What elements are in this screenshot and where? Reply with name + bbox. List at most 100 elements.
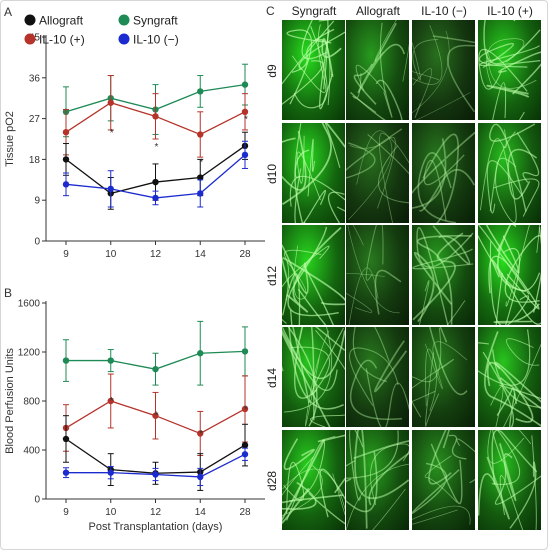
y-tick-label: 9 (34, 196, 40, 207)
micrograph-image (282, 327, 345, 427)
vessel-stroke (282, 468, 345, 516)
vessel-stroke (294, 123, 341, 178)
y-tick-label: 0 (34, 495, 40, 506)
vessel-stroke (483, 331, 541, 427)
vessel-stroke (430, 443, 463, 505)
vessel-stroke (282, 130, 307, 191)
micrograph-image (346, 327, 409, 427)
vessel-pattern (282, 226, 345, 325)
vessel-stroke (352, 327, 390, 383)
vessel-stroke (493, 303, 540, 324)
vessel-stroke (505, 338, 540, 366)
vessel-stroke (428, 430, 452, 485)
vessel-stroke (424, 455, 458, 503)
vessel-stroke (350, 79, 403, 120)
micrograph-image (282, 123, 345, 223)
micrograph-image (282, 430, 345, 530)
vessel-stroke (378, 132, 409, 223)
vessel-stroke (286, 226, 342, 313)
y-tick-label: 27 (29, 114, 41, 125)
data-point (62, 129, 70, 136)
legend-label-allograft: Allograft (39, 14, 84, 28)
vessel-stroke (291, 24, 327, 93)
vessel-pattern (282, 123, 345, 223)
vessel-stroke (487, 430, 532, 464)
vessel-stroke (286, 440, 326, 521)
y-tick-label: 1600 (18, 299, 41, 310)
vessel-stroke (379, 22, 393, 118)
chart-blood-perfusion: B 0 400 800 1200 1600 9 10 12 14 28 Blood Perfusion… (4, 286, 265, 533)
x-tick-label: 28 (239, 249, 251, 260)
panel-letter-c: C (266, 4, 275, 18)
vessel-stroke (353, 440, 409, 506)
column-header: IL-10 (−) (421, 4, 467, 18)
x-tick-label: 14 (195, 249, 207, 260)
vessel-stroke (282, 20, 335, 105)
vessel-stroke (282, 123, 345, 206)
vessel-stroke (424, 341, 468, 390)
vessel-pattern (412, 430, 475, 525)
vessel-stroke (353, 63, 377, 105)
significance-marker: * (155, 142, 159, 153)
significance-marker: * (110, 396, 114, 407)
micrograph-image (412, 123, 475, 223)
vessel-stroke (346, 451, 378, 513)
vessel-stroke (282, 256, 345, 306)
vessel-stroke (288, 327, 344, 410)
micrograph-image (412, 430, 475, 530)
vessel-stroke (349, 347, 399, 407)
legend-label-il10_pos: IL-10 (+) (39, 33, 85, 47)
vessel-stroke (495, 131, 517, 223)
data-point (107, 99, 114, 106)
x-tick-label: 10 (105, 249, 117, 260)
significance-marker: * (199, 158, 203, 169)
vessel-stroke (516, 132, 540, 183)
vessel-stroke (298, 20, 345, 71)
column-header: Syngraft (291, 4, 337, 18)
vessel-stroke (347, 225, 400, 314)
vessel-stroke (365, 225, 384, 281)
y-tick-label: 800 (23, 397, 40, 408)
micrograph-image (346, 225, 409, 325)
vessel-stroke (289, 175, 345, 212)
micrograph-image (412, 327, 475, 427)
vessel-pattern (346, 225, 402, 325)
vessel-stroke (346, 463, 409, 530)
vessel-stroke (286, 29, 332, 105)
vessel-stroke (491, 227, 541, 325)
micrograph-image (346, 20, 409, 120)
vessel-stroke (367, 134, 409, 204)
x-tick-label: 14 (195, 507, 207, 518)
vessel-stroke (412, 131, 475, 209)
legend-marker-allograft (24, 14, 36, 26)
data-point (152, 113, 159, 120)
vessel-pattern (478, 329, 541, 427)
data-point (241, 108, 249, 116)
chart-tissue-po2: A0918273645910121428Tissue pO2****Allogr… (4, 5, 265, 260)
x-tick-label: 10 (105, 507, 117, 518)
vessel-stroke (412, 505, 471, 525)
vessel-stroke (432, 225, 471, 265)
vessel-stroke (282, 244, 309, 294)
vessel-stroke (412, 248, 474, 270)
vessel-stroke (493, 178, 540, 217)
micrograph-image (282, 225, 345, 325)
vessel-stroke (294, 149, 310, 223)
vessel-stroke (374, 20, 409, 82)
significance-marker: * (110, 128, 114, 139)
micrograph-image (346, 430, 409, 530)
vessel-stroke (412, 25, 443, 85)
vessel-stroke (282, 245, 330, 324)
vessel-stroke (498, 51, 541, 95)
vessel-stroke (355, 64, 386, 93)
y-tick-label: 36 (29, 73, 41, 84)
data-point (107, 469, 114, 476)
vessel-stroke (286, 245, 307, 300)
vessel-stroke (494, 460, 541, 505)
data-point (241, 451, 249, 458)
vessel-stroke (425, 348, 437, 411)
vessel-stroke (486, 84, 530, 98)
vessel-stroke (504, 235, 541, 313)
vessel-stroke (432, 35, 475, 113)
vessel-stroke (494, 361, 541, 410)
